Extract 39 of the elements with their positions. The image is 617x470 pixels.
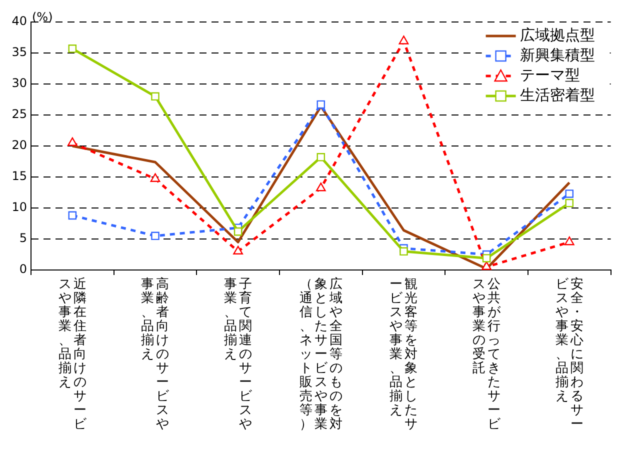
y-tick-label: 15: [12, 169, 27, 184]
point: [565, 198, 574, 208]
category-label: 観光客等を対象としたサービスや事業、品揃え: [390, 277, 418, 432]
y-tick-label: 10: [12, 200, 27, 214]
point: [68, 44, 77, 53]
point: [316, 153, 326, 162]
point: [151, 92, 160, 101]
category-label: 安全・安心に関わるサービスや事業、品揃え: [555, 277, 584, 432]
category-label: 広域や全国等のものを対象としたサービスや事業（通信、ネット販売等）: [299, 277, 342, 432]
y-tick-label: 40: [12, 14, 27, 28]
point: [564, 236, 574, 246]
legend-label: 生活密着型: [520, 86, 595, 104]
point: [400, 247, 408, 256]
point: [316, 100, 326, 109]
y-axis-title: (%): [32, 10, 53, 24]
category-label: 近隣在住者向けのサービスや事業、品揃え: [58, 277, 86, 432]
point: [234, 227, 242, 236]
y-tick-label: 20: [12, 138, 27, 152]
point: [482, 261, 492, 270]
point: [316, 182, 326, 192]
point: [67, 137, 78, 146]
point: [398, 36, 409, 44]
legend-label: 広域拠点型: [520, 26, 595, 44]
y-tick-label: 25: [12, 107, 27, 122]
category-label: 公共が行ってきたサービスや事業の受託: [472, 277, 501, 432]
point: [151, 232, 160, 240]
point: [482, 254, 491, 262]
category-label: 子育て関連のサービスや事業、品揃え: [224, 277, 252, 432]
y-tick-label: 0: [19, 262, 27, 276]
point: [68, 211, 77, 220]
y-tick-label: 30: [12, 76, 27, 90]
legend-label: テーマ型: [520, 66, 580, 84]
category-label: 高齢者向けのサービスや事業、品揃え: [141, 277, 170, 432]
y-tick-label: 35: [12, 45, 27, 60]
point: [565, 190, 574, 198]
point: [233, 246, 243, 254]
point: [150, 173, 160, 182]
y-tick-label: 5: [19, 231, 27, 246]
legend-label: 新興集積型: [520, 46, 595, 64]
